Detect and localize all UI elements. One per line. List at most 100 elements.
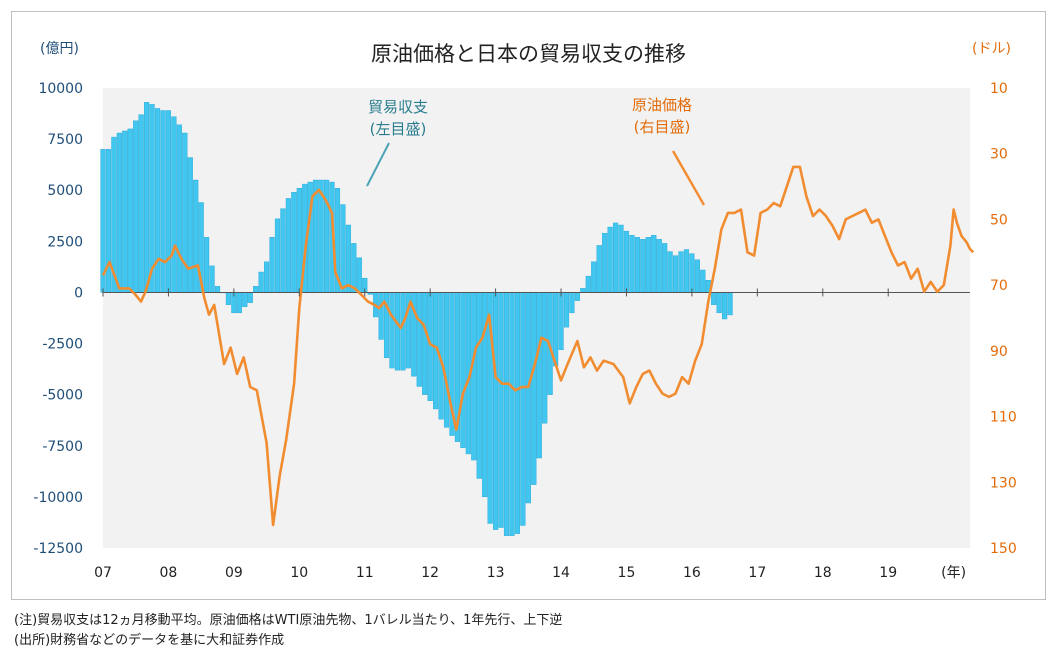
trade-balance-bar xyxy=(645,237,651,293)
right-axis-tick-label: 50 xyxy=(990,212,1008,228)
trade-balance-bar xyxy=(651,235,657,293)
trade-balance-bar xyxy=(116,132,122,293)
trade-balance-bar xyxy=(193,179,199,293)
x-axis-tick-label: 07 xyxy=(94,565,112,581)
trade-balance-bar xyxy=(672,255,679,293)
trade-balance-bar xyxy=(694,259,700,293)
trade-balance-bar xyxy=(247,292,253,303)
trade-balance-bar xyxy=(285,198,291,293)
trade-balance-bar xyxy=(187,157,193,293)
chart-title: 原油価格と日本の貿易収支の推移 xyxy=(371,42,686,66)
trade-balance-bar xyxy=(280,208,286,293)
x-axis-tick-label: 17 xyxy=(748,565,766,581)
trade-balance-bar xyxy=(313,179,319,293)
right-axis-unit: (ドル) xyxy=(972,41,1011,57)
trade-balance-bar xyxy=(351,243,357,293)
trade-balance-bar xyxy=(389,292,395,369)
trade-balance-bar xyxy=(443,292,450,428)
trade-balance-bar xyxy=(542,292,548,424)
right-axis-tick-label: 70 xyxy=(990,278,1008,294)
x-axis-tick-label: 12 xyxy=(421,565,439,581)
x-axis-tick-label: 11 xyxy=(356,565,374,581)
footnote-source: (出所)財務省などのデータを基に大和証券作成 xyxy=(14,633,285,648)
left-axis-tick-label: -5000 xyxy=(42,388,83,404)
trade-balance-bar xyxy=(656,239,662,293)
x-axis-tick-label: 09 xyxy=(225,565,243,581)
right-axis-tick-label: 90 xyxy=(990,344,1008,360)
left-axis-tick-label: 10000 xyxy=(38,81,83,97)
trade-balance-bar xyxy=(176,124,182,293)
right-axis-tick-label: 150 xyxy=(990,541,1017,557)
oil-price-line xyxy=(101,165,975,527)
trade-balance-bar xyxy=(634,237,640,293)
trade-balance-bar xyxy=(596,245,602,293)
trade-balance-bar xyxy=(138,114,144,293)
trade-balance-bar xyxy=(127,128,133,293)
trade-balance-bar xyxy=(503,292,510,536)
trade-balance-bar xyxy=(209,265,215,293)
trade-balance-bar xyxy=(253,286,259,293)
right-axis-tick-label: 10 xyxy=(990,81,1008,97)
trade-balance-bar xyxy=(602,232,608,293)
x-axis-tick-label: 16 xyxy=(683,565,701,581)
trade-balance-bar xyxy=(378,292,384,340)
trade-balance-bar xyxy=(623,230,630,293)
trade-balance-bar xyxy=(711,292,717,305)
left-axis-tick-label: 7500 xyxy=(47,132,83,148)
trade-balance-bar xyxy=(214,286,221,293)
trade-balance-bar xyxy=(296,188,302,293)
oil-price-annotation-line1: 原油価格 xyxy=(632,96,692,114)
x-axis-tick-label: 08 xyxy=(160,565,178,581)
trade-balance-bar xyxy=(585,275,591,293)
trade-balance-bar xyxy=(427,292,433,401)
trade-balance-bar xyxy=(667,251,673,293)
trade-balance-bar xyxy=(607,226,613,293)
footnote-note: (注)貿易収支は12ヵ月移動平均。原油価格はWTI原油先物、1バレル当たり、1年… xyxy=(14,613,563,628)
trade-balance-bar xyxy=(531,292,537,485)
trade-balance-bar xyxy=(160,110,166,293)
trade-balance-bar xyxy=(514,292,520,534)
right-axis-tick-label: 110 xyxy=(990,410,1017,426)
x-axis-tick-label: 15 xyxy=(618,565,636,581)
left-axis-tick-label: 0 xyxy=(74,285,83,301)
trade-balance-bar xyxy=(236,292,242,314)
x-axis-tick-label: 19 xyxy=(879,565,897,581)
trade-balance-bar xyxy=(122,130,128,293)
trade-balance-bar xyxy=(476,292,482,479)
trade-balance-bar xyxy=(493,292,499,530)
trade-balance-bar xyxy=(133,120,139,293)
left-axis-unit: (億円) xyxy=(40,41,79,57)
left-axis-tick-label: -2500 xyxy=(42,337,83,353)
x-axis-tick-label: 14 xyxy=(552,565,570,581)
trade-balance-bar xyxy=(165,110,172,293)
trade-balance-bar xyxy=(722,292,728,320)
plot-area xyxy=(103,88,970,548)
trade-balance-bar xyxy=(394,292,401,371)
trade-balance-bar xyxy=(612,222,619,293)
trade-balance-bar xyxy=(144,102,150,293)
trade-balance-bar xyxy=(171,116,177,293)
trade-balance-bar xyxy=(258,271,264,293)
trade-balance-bar xyxy=(727,292,733,316)
right-axis-tick-label: 130 xyxy=(990,475,1017,491)
trade-balance-bar xyxy=(509,292,515,536)
trade-balance-bar xyxy=(105,149,112,293)
trade-balance-bar xyxy=(225,292,231,305)
trade-balance-bar xyxy=(471,292,477,461)
left-axis-tick-label: -10000 xyxy=(33,490,83,506)
trade-balance-bar xyxy=(460,292,466,448)
trade-balance-annotation-leader xyxy=(366,142,390,187)
trade-balance-bar xyxy=(204,237,210,293)
trade-balance-bar xyxy=(242,292,248,307)
trade-balance-bar xyxy=(356,257,362,293)
trade-balance-bar xyxy=(640,239,646,293)
trade-balance-bar xyxy=(264,261,270,293)
trade-balance-bar xyxy=(563,292,570,328)
trade-balance-bar xyxy=(689,253,695,293)
trade-balance-bar xyxy=(498,292,504,528)
trade-balance-bar xyxy=(569,292,575,314)
left-axis-tick-label: 2500 xyxy=(47,234,83,250)
trade-balance-bar xyxy=(274,218,281,293)
trade-balance-bar xyxy=(700,269,706,293)
